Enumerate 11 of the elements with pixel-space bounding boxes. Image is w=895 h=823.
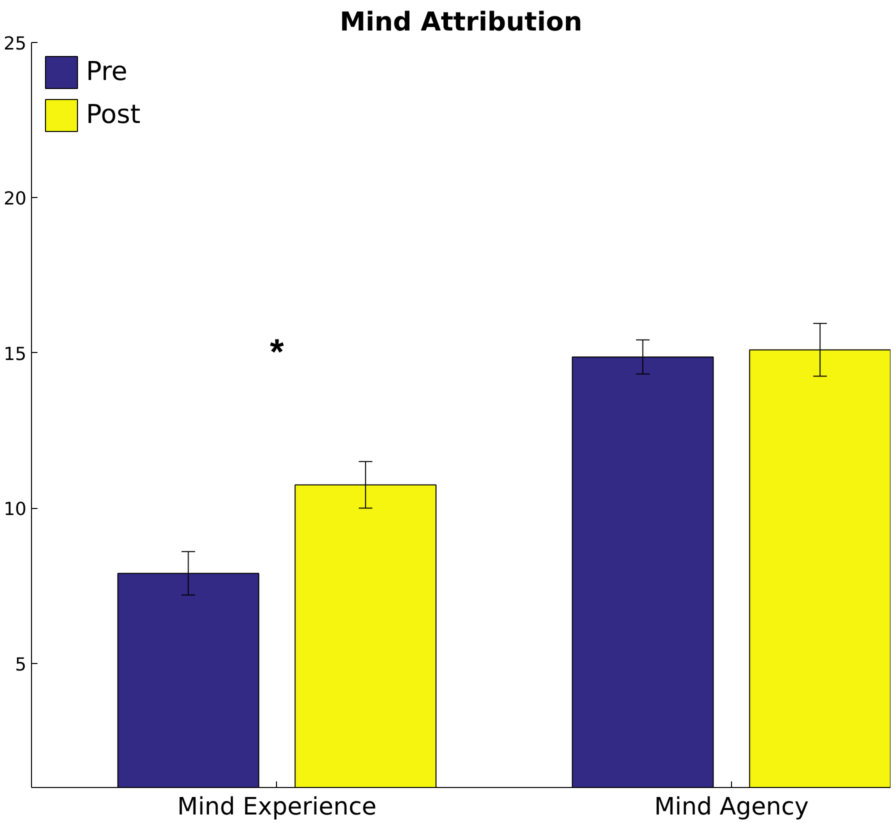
annotation: * (270, 330, 284, 372)
y-tick-label: 15 (4, 344, 26, 365)
legend-label: Post (86, 100, 140, 130)
chart-title: Mind Attribution (340, 8, 582, 38)
legend-label: Pre (86, 57, 128, 87)
y-tick-label: 20 (4, 188, 26, 210)
x-tick-label: Mind Experience (177, 792, 377, 820)
y-tick-label: 5 (15, 654, 26, 676)
y-tick-label: 25 (4, 34, 26, 54)
y-tick-label: 10 (4, 499, 26, 520)
x-tick-label: Mind Agency (654, 792, 809, 820)
